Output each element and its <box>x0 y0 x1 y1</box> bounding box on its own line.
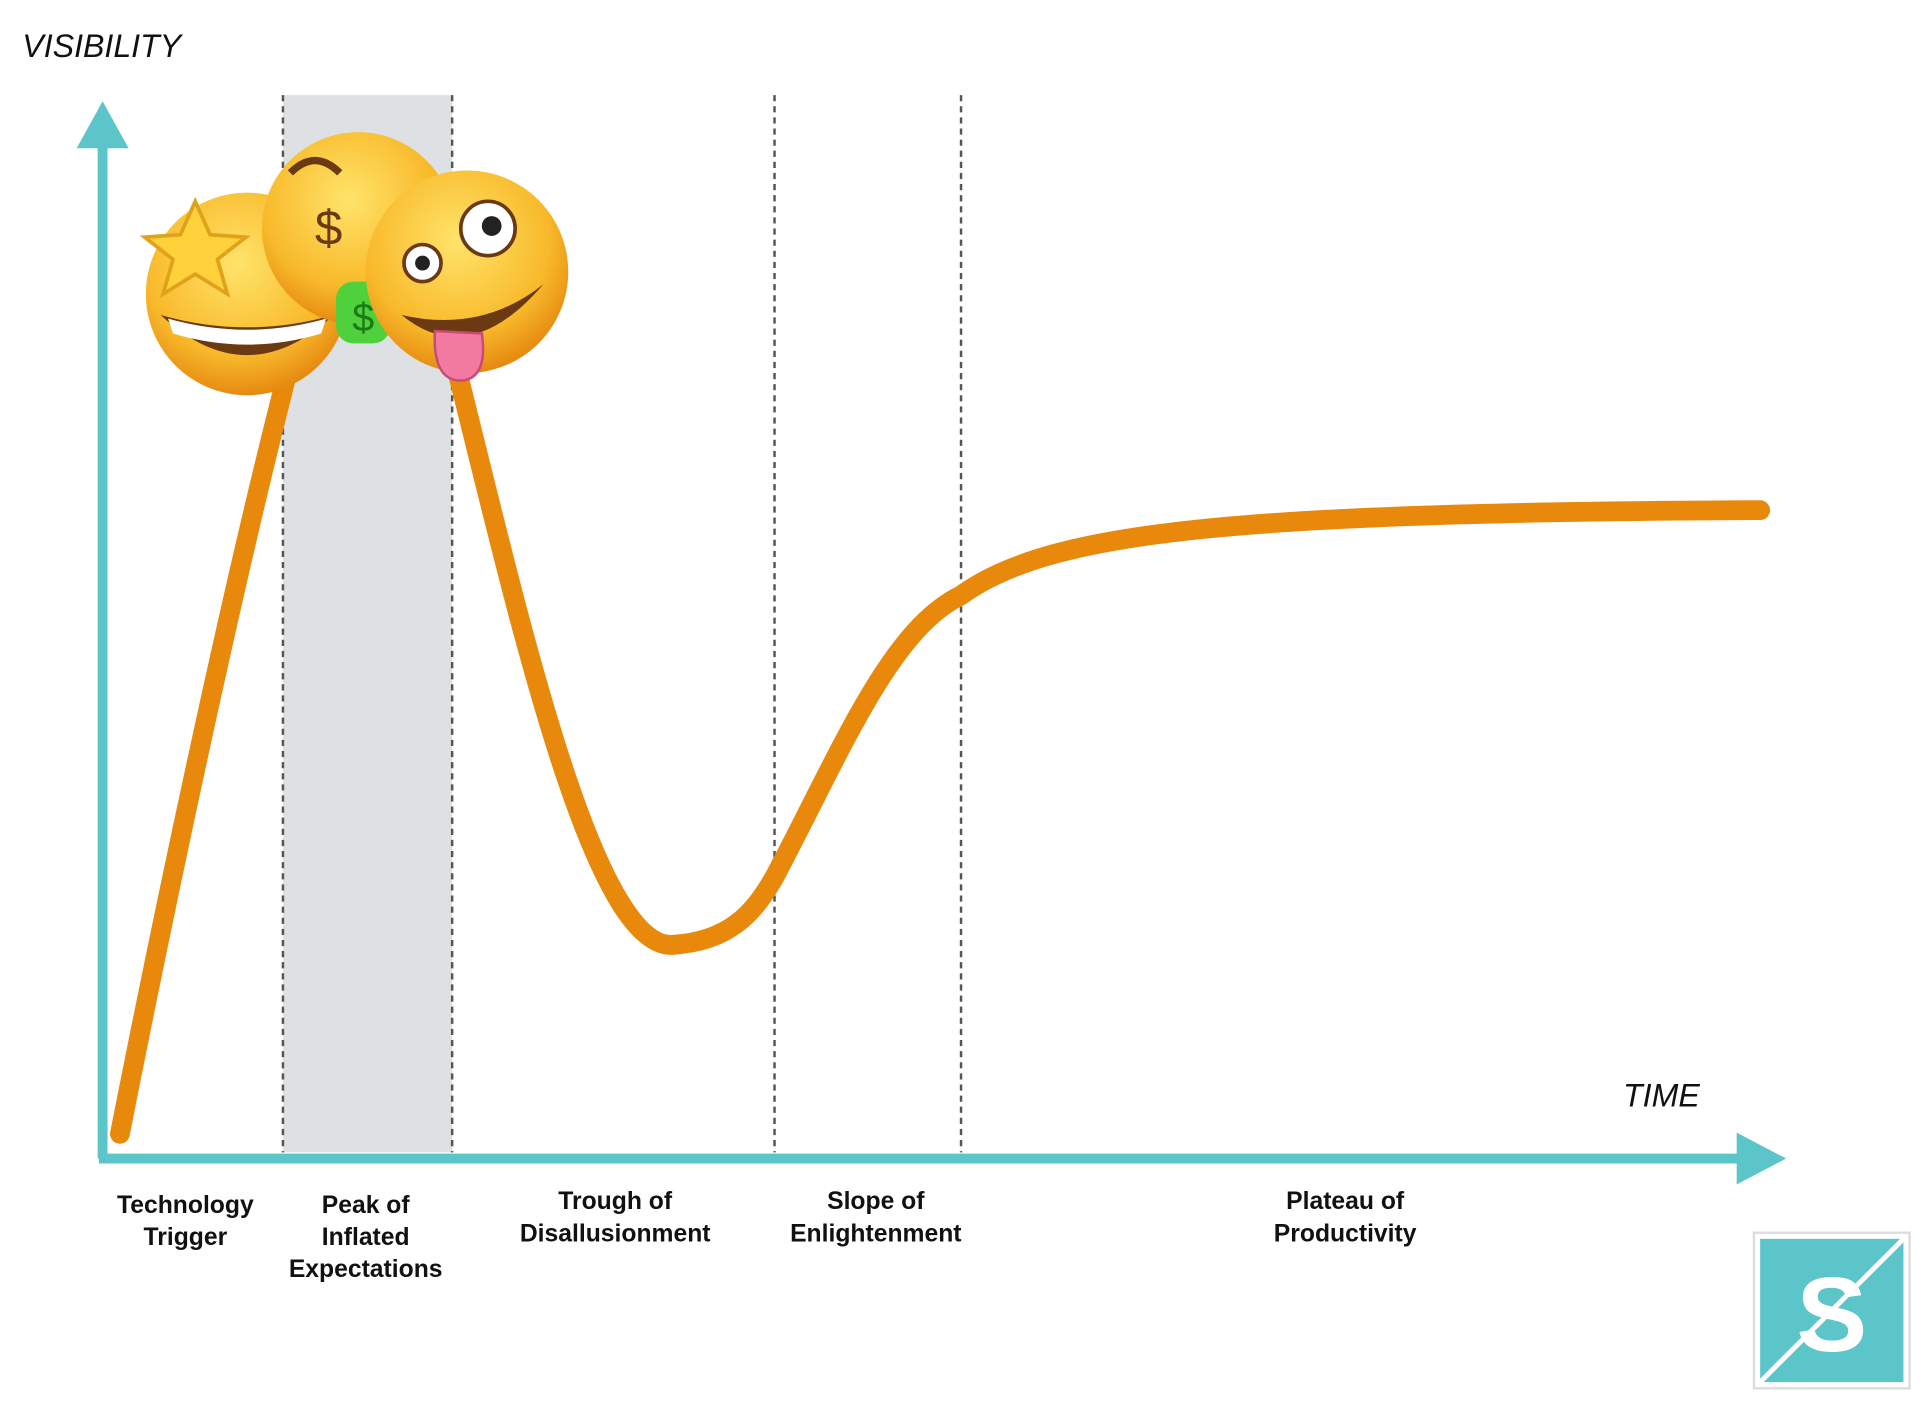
emoji-zany <box>365 170 569 382</box>
label-line: Expectations <box>289 1256 443 1283</box>
label-line: Productivity <box>1274 1220 1417 1247</box>
phase-label: Plateau of Productivity <box>1274 1188 1417 1247</box>
y-axis-label: VISIBILITY <box>22 28 183 64</box>
phase-label: Trough of Disallusionment <box>520 1188 711 1247</box>
hype-curve <box>110 218 1771 1144</box>
label-line: Plateau of <box>1286 1188 1405 1215</box>
svg-text:$: $ <box>315 201 342 256</box>
label-line: Peak of <box>322 1192 411 1219</box>
phase-label: Technology Trigger <box>117 1192 254 1251</box>
x-axis-label: TIME <box>1623 1078 1700 1114</box>
svg-text:S: S <box>1796 1255 1867 1374</box>
phase-label: Peak of Inflated Expectations <box>289 1192 443 1283</box>
label-line: Disallusionment <box>520 1220 711 1247</box>
label-line: Trigger <box>144 1224 228 1251</box>
svg-text:$: $ <box>352 296 374 340</box>
phase-labels: Technology Trigger Peak of Inflated Expecta… <box>117 1188 1417 1283</box>
logo: S <box>1752 1231 1911 1390</box>
emoji-money-mouth: $ $ <box>261 132 455 344</box>
label-line: Trough of <box>558 1188 673 1215</box>
phase-dividers <box>281 95 963 1153</box>
label-line: Technology <box>117 1192 254 1219</box>
axes <box>76 101 1787 1185</box>
phase-label: Slope of Enlightenment <box>790 1188 961 1247</box>
label-line: Slope of <box>827 1188 925 1215</box>
label-line: Inflated <box>322 1224 410 1251</box>
label-line: Enlightenment <box>790 1220 961 1247</box>
